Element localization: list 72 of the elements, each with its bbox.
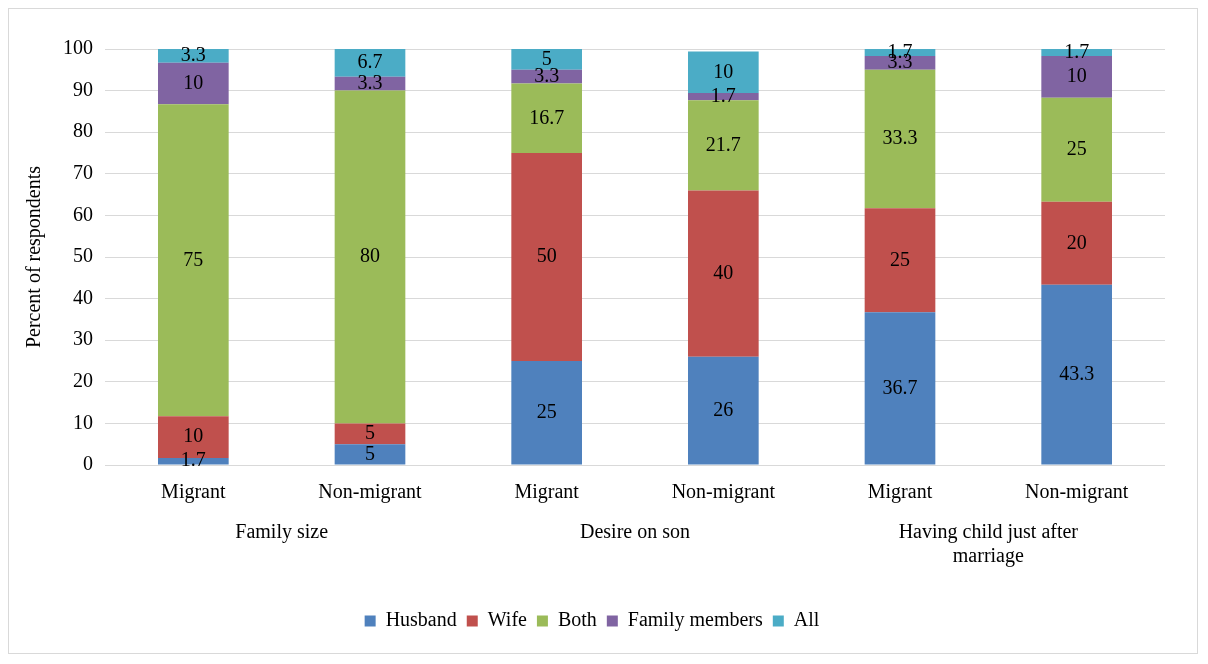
y-tick-label: 50 [73,244,93,267]
data-label: 10 [183,424,204,447]
text: Having child just after marriage [898,520,1079,568]
x-tick-label: Non-migrant [1025,480,1129,504]
data-label: 5 [365,421,375,444]
bar [511,69,582,84]
data-label: 33.3 [882,126,918,149]
data-label: 40 [713,260,734,283]
data-label: 10 [713,59,734,82]
bar [158,104,229,417]
bar [688,356,759,465]
data-label: 3.3 [357,70,383,93]
bar [864,312,936,465]
x-tick-label: Non-migrant [318,480,423,504]
bar [1041,284,1112,465]
data-label: 10 [1066,64,1087,87]
data-label: 26 [713,397,734,420]
x-tick-label: Migrant [514,480,580,504]
y-tick-label: 90 [73,77,93,100]
data-label: 5 [541,46,552,69]
data-label: 10 [183,70,204,93]
bar [334,444,406,465]
y-tick-label: 60 [73,202,93,225]
text: Desire on son [580,520,690,543]
x-tick-label: Migrant [867,480,933,504]
y-tick-label: 0 [83,452,93,475]
y-tick-label: 80 [73,119,93,142]
bar [511,83,582,153]
data-label: 20 [1066,230,1087,253]
data-label: 75 [183,247,204,270]
legend-label: Husband [385,608,457,631]
bar [334,90,406,424]
x-tick-label: Migrant [161,480,226,504]
bar [1041,97,1112,202]
bar [864,69,936,209]
data-label: 16.7 [529,105,565,128]
text: Family size [235,520,329,544]
data-label: 5 [365,441,375,464]
data-label: 80 [360,244,380,267]
data-label: 25 [536,400,557,422]
bar [1041,56,1112,98]
data-label: 6.7 [357,50,383,73]
x-tick-label: Non-migrant [671,480,776,504]
y-tick-label: 20 [73,369,93,392]
data-label: 25 [1066,136,1087,159]
legend-label: Both [557,608,597,631]
bar [158,62,229,105]
data-label: 3.3 [180,43,206,66]
bar [864,208,936,313]
data-label: 50 [536,244,557,267]
bar [688,100,759,191]
bar [334,423,406,445]
bar [511,49,582,70]
y-tick-label: 70 [73,161,93,184]
y-tick-label: 40 [73,285,93,308]
data-label: 25 [890,247,910,270]
y-tick-label: 10 [73,410,93,433]
legend-label: All [793,608,820,631]
y-tick-label: 100 [63,36,93,59]
y-tick-label: 30 [73,327,93,350]
bar [334,49,406,77]
data-label: 43.3 [1059,361,1095,384]
bar [511,153,582,361]
bar [158,49,229,63]
data-label: 36.7 [882,375,918,398]
bar [511,361,582,465]
bar [1041,201,1112,285]
legend-label: Family members [627,608,764,632]
legend-label: Wife [487,608,528,631]
y-axis-title: Percent of respondents [22,165,46,349]
data-label: 21.7 [705,132,741,155]
bar [688,190,759,357]
